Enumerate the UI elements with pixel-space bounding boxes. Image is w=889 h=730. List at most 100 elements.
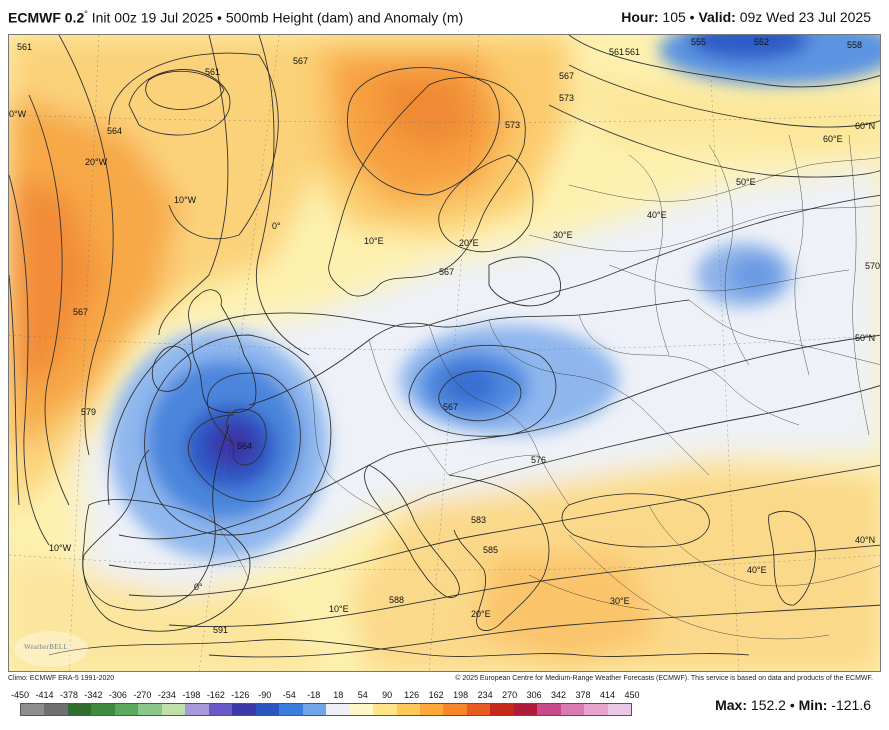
colorbar-tick-label: -162: [206, 690, 225, 700]
colorbar-swatch: [208, 704, 233, 715]
colorbar-tick-label: -90: [258, 690, 272, 700]
negative-anomalies: [109, 35, 880, 560]
lon-label: 20°E: [471, 609, 491, 619]
contour-label: 579: [81, 407, 96, 417]
lon-label: 10°E: [364, 236, 384, 246]
max-value: 152.2: [750, 697, 786, 713]
forecast-map[interactable]: 561 561 567 564 561 567 573 552 555 558 …: [8, 34, 881, 672]
colorbar-tick-label: 378: [575, 690, 591, 700]
min-label: Min:: [798, 697, 828, 713]
colorbar-tick-label: 126: [404, 690, 420, 700]
colorbar-swatch: [161, 704, 186, 715]
colorbar-tick-label: 306: [526, 690, 542, 700]
contour-label: 561: [205, 67, 220, 77]
graticule: [9, 35, 880, 671]
colorbar-tick-label: 198: [453, 690, 469, 700]
lon-label: 10°E: [329, 604, 349, 614]
colorbar-tick-label: 90: [382, 690, 393, 700]
hour-value: 105: [662, 9, 686, 25]
colorbar-tick-label: 450: [624, 690, 640, 700]
contour-label: 573: [559, 93, 574, 103]
lat-label: 60°N: [855, 121, 875, 131]
map-canvas: 561 561 567 564 561 567 573 552 555 558 …: [9, 35, 880, 671]
colorbar-tick-label: -414: [35, 690, 54, 700]
colorbar-tick-label: 270: [502, 690, 518, 700]
title-bullet: •: [217, 9, 222, 26]
colorbar-swatch: [396, 704, 420, 715]
credits-bar: Climo: ECMWF ERA-5 1991-2020 © 2025 Euro…: [8, 674, 881, 686]
valid-time: Hour: 105 • Valid: 09z Wed 23 Jul 2025: [621, 9, 871, 25]
lon-label: 10°W: [174, 195, 197, 205]
colorbar-swatch: [279, 704, 303, 715]
climo-note: Climo: ECMWF ERA-5 1991-2020: [8, 675, 115, 682]
colorbar-swatch: [302, 704, 327, 715]
colorbar-tick-label: 342: [551, 690, 567, 700]
lon-label: 30°E: [553, 230, 573, 240]
map-title: ECMWF 0.2° Init 00z 19 Jul 2025 • 500mb …: [8, 9, 463, 26]
contour-label: 567: [559, 71, 574, 81]
colorbar-swatch: [326, 704, 350, 715]
country-borders: [208, 134, 880, 640]
product-name: 500mb Height (dam) and Anomaly (m): [225, 9, 464, 26]
contour-label: 561: [17, 42, 32, 52]
degree-symbol: °: [84, 9, 88, 19]
colorbar-swatch: [349, 704, 374, 715]
colorbar-tick-label: -198: [182, 690, 201, 700]
colorbar-swatch: [114, 704, 139, 715]
contour-label: 558: [847, 40, 862, 50]
contour-label: 583: [471, 515, 486, 525]
contour-value-labels: 561 561 567 564 561 567 573 552 555 558 …: [17, 37, 880, 635]
colorbar-swatch: [67, 704, 92, 715]
colorbar-tick-label: 234: [477, 690, 493, 700]
contour-label: 588: [389, 595, 404, 605]
contour-label: 576: [531, 455, 546, 465]
colorbar-tick-label: 162: [428, 690, 444, 700]
lon-label: 20°E: [459, 238, 479, 248]
lon-label: 10°W: [49, 543, 72, 553]
colorbar-tick-label: -378: [59, 690, 78, 700]
contour-label: 591: [213, 625, 228, 635]
colorbar-swatch: [490, 704, 514, 715]
colorbar-swatch: [466, 704, 491, 715]
contour-label: 552: [754, 37, 769, 47]
contour-label: 564: [107, 126, 122, 136]
copyright-note: © 2025 European Centre for Medium-Range …: [455, 675, 873, 682]
valid-label: Valid:: [698, 9, 736, 25]
valid-bullet: •: [689, 9, 695, 25]
contour-label: 573: [505, 120, 520, 130]
lon-label: 0°: [272, 221, 281, 231]
lon-label: 30°E: [610, 596, 630, 606]
contour-label: 567: [443, 402, 458, 412]
colorbar: [20, 703, 632, 716]
model-name: ECMWF 0.2: [8, 9, 85, 26]
contour-label: 567: [293, 56, 308, 66]
colorbar-tick-label: 18: [333, 690, 344, 700]
colorbar-tick-label: -54: [282, 690, 296, 700]
colorbar-swatch: [44, 704, 68, 715]
colorbar-tick-label: -126: [231, 690, 250, 700]
colorbar-tick-label: -18: [307, 690, 321, 700]
lat-label: 40°N: [855, 535, 875, 545]
contour-label: 555: [691, 37, 706, 47]
lon-label: 20°W: [85, 157, 108, 167]
colorbar-swatch: [255, 704, 280, 715]
colorbar-ticks: -450 -414 -378 -342 -306 -270 -234 -198 -162 -126…: [10, 690, 640, 702]
logo-text: WeatherBELL: [24, 643, 68, 651]
colorbar-swatch: [21, 704, 45, 715]
colorbar-tick-label: -234: [157, 690, 176, 700]
colorbar-tick-label: 414: [600, 690, 616, 700]
colorbar-swatch: [232, 704, 256, 715]
contour-label: 567: [73, 307, 88, 317]
contour-label: 561: [625, 47, 640, 57]
colorbar-tick-label: -270: [133, 690, 152, 700]
colorbar-tick-label: -450: [10, 690, 30, 700]
hour-label: Hour:: [621, 9, 659, 25]
height-contours: [9, 35, 880, 658]
lon-label: 50°E: [736, 177, 756, 187]
colorbar-tick-label: 54: [357, 690, 368, 700]
colorbar-swatch: [373, 704, 397, 715]
lon-label: 40°E: [747, 565, 767, 575]
contour-label: 567: [439, 267, 454, 277]
init-time: Init 00z 19 Jul 2025: [91, 9, 214, 26]
colorbar-swatch: [607, 704, 632, 715]
